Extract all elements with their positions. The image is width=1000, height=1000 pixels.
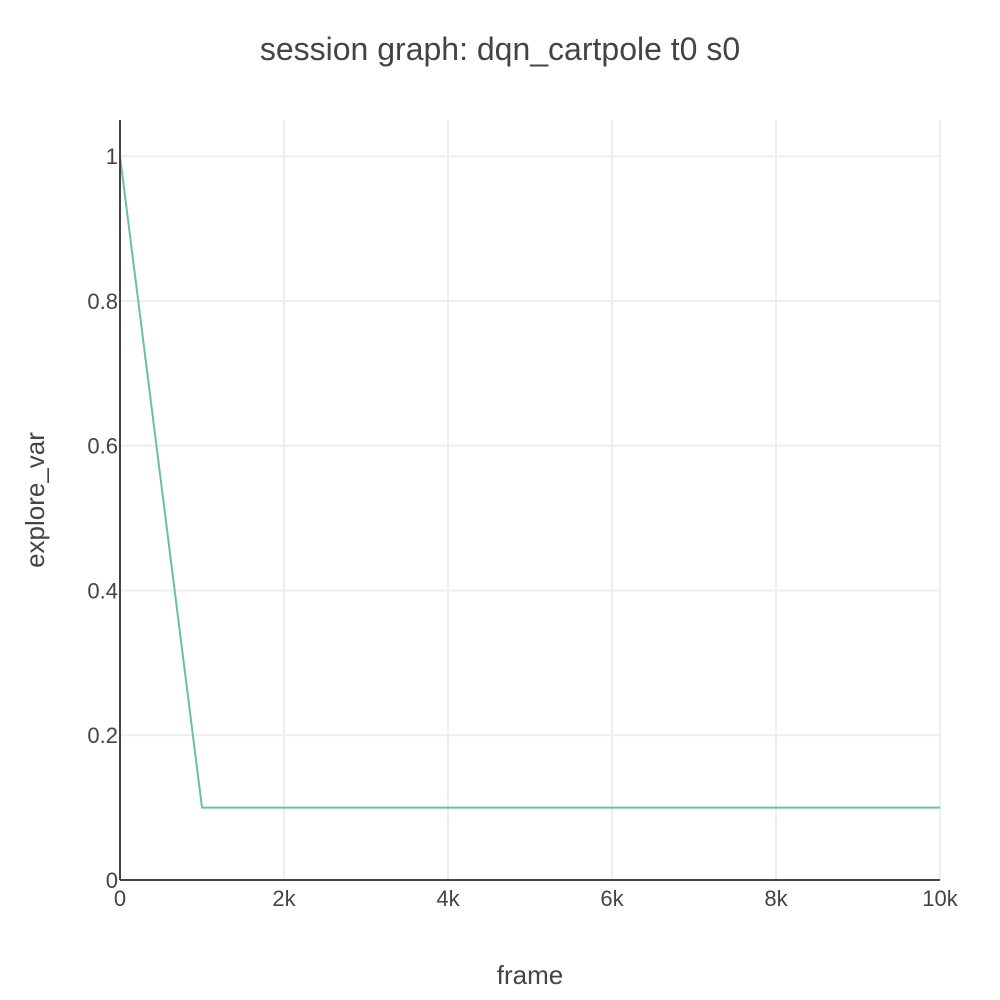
x-tick-label: 10k (922, 886, 958, 911)
y-tick-label: 0 (106, 868, 118, 893)
y-tick-label: 0.6 (87, 434, 118, 459)
chart-title: session graph: dqn_cartpole t0 s0 (260, 31, 740, 67)
series-layer (119, 156, 940, 809)
x-tick-label: 2k (272, 886, 296, 911)
x-tick-label: 4k (436, 886, 460, 911)
y-tick-label: 1 (106, 144, 118, 169)
series-line (119, 156, 940, 809)
x-tick-label: 8k (764, 886, 788, 911)
x-axis-title: frame (497, 960, 563, 990)
y-tick-labels: 0 0.2 0.4 0.6 0.8 1 (87, 144, 118, 893)
y-axis-title: explore_var (20, 432, 50, 568)
y-tick-label: 0.8 (87, 289, 118, 314)
x-tick-label: 6k (600, 886, 624, 911)
grid (120, 120, 941, 880)
y-tick-label: 0.2 (87, 723, 118, 748)
x-tick-labels: 0 2k 4k 6k 8k 10k (114, 886, 959, 911)
y-tick-label: 0.4 (87, 578, 118, 603)
x-tick-label: 0 (114, 886, 126, 911)
